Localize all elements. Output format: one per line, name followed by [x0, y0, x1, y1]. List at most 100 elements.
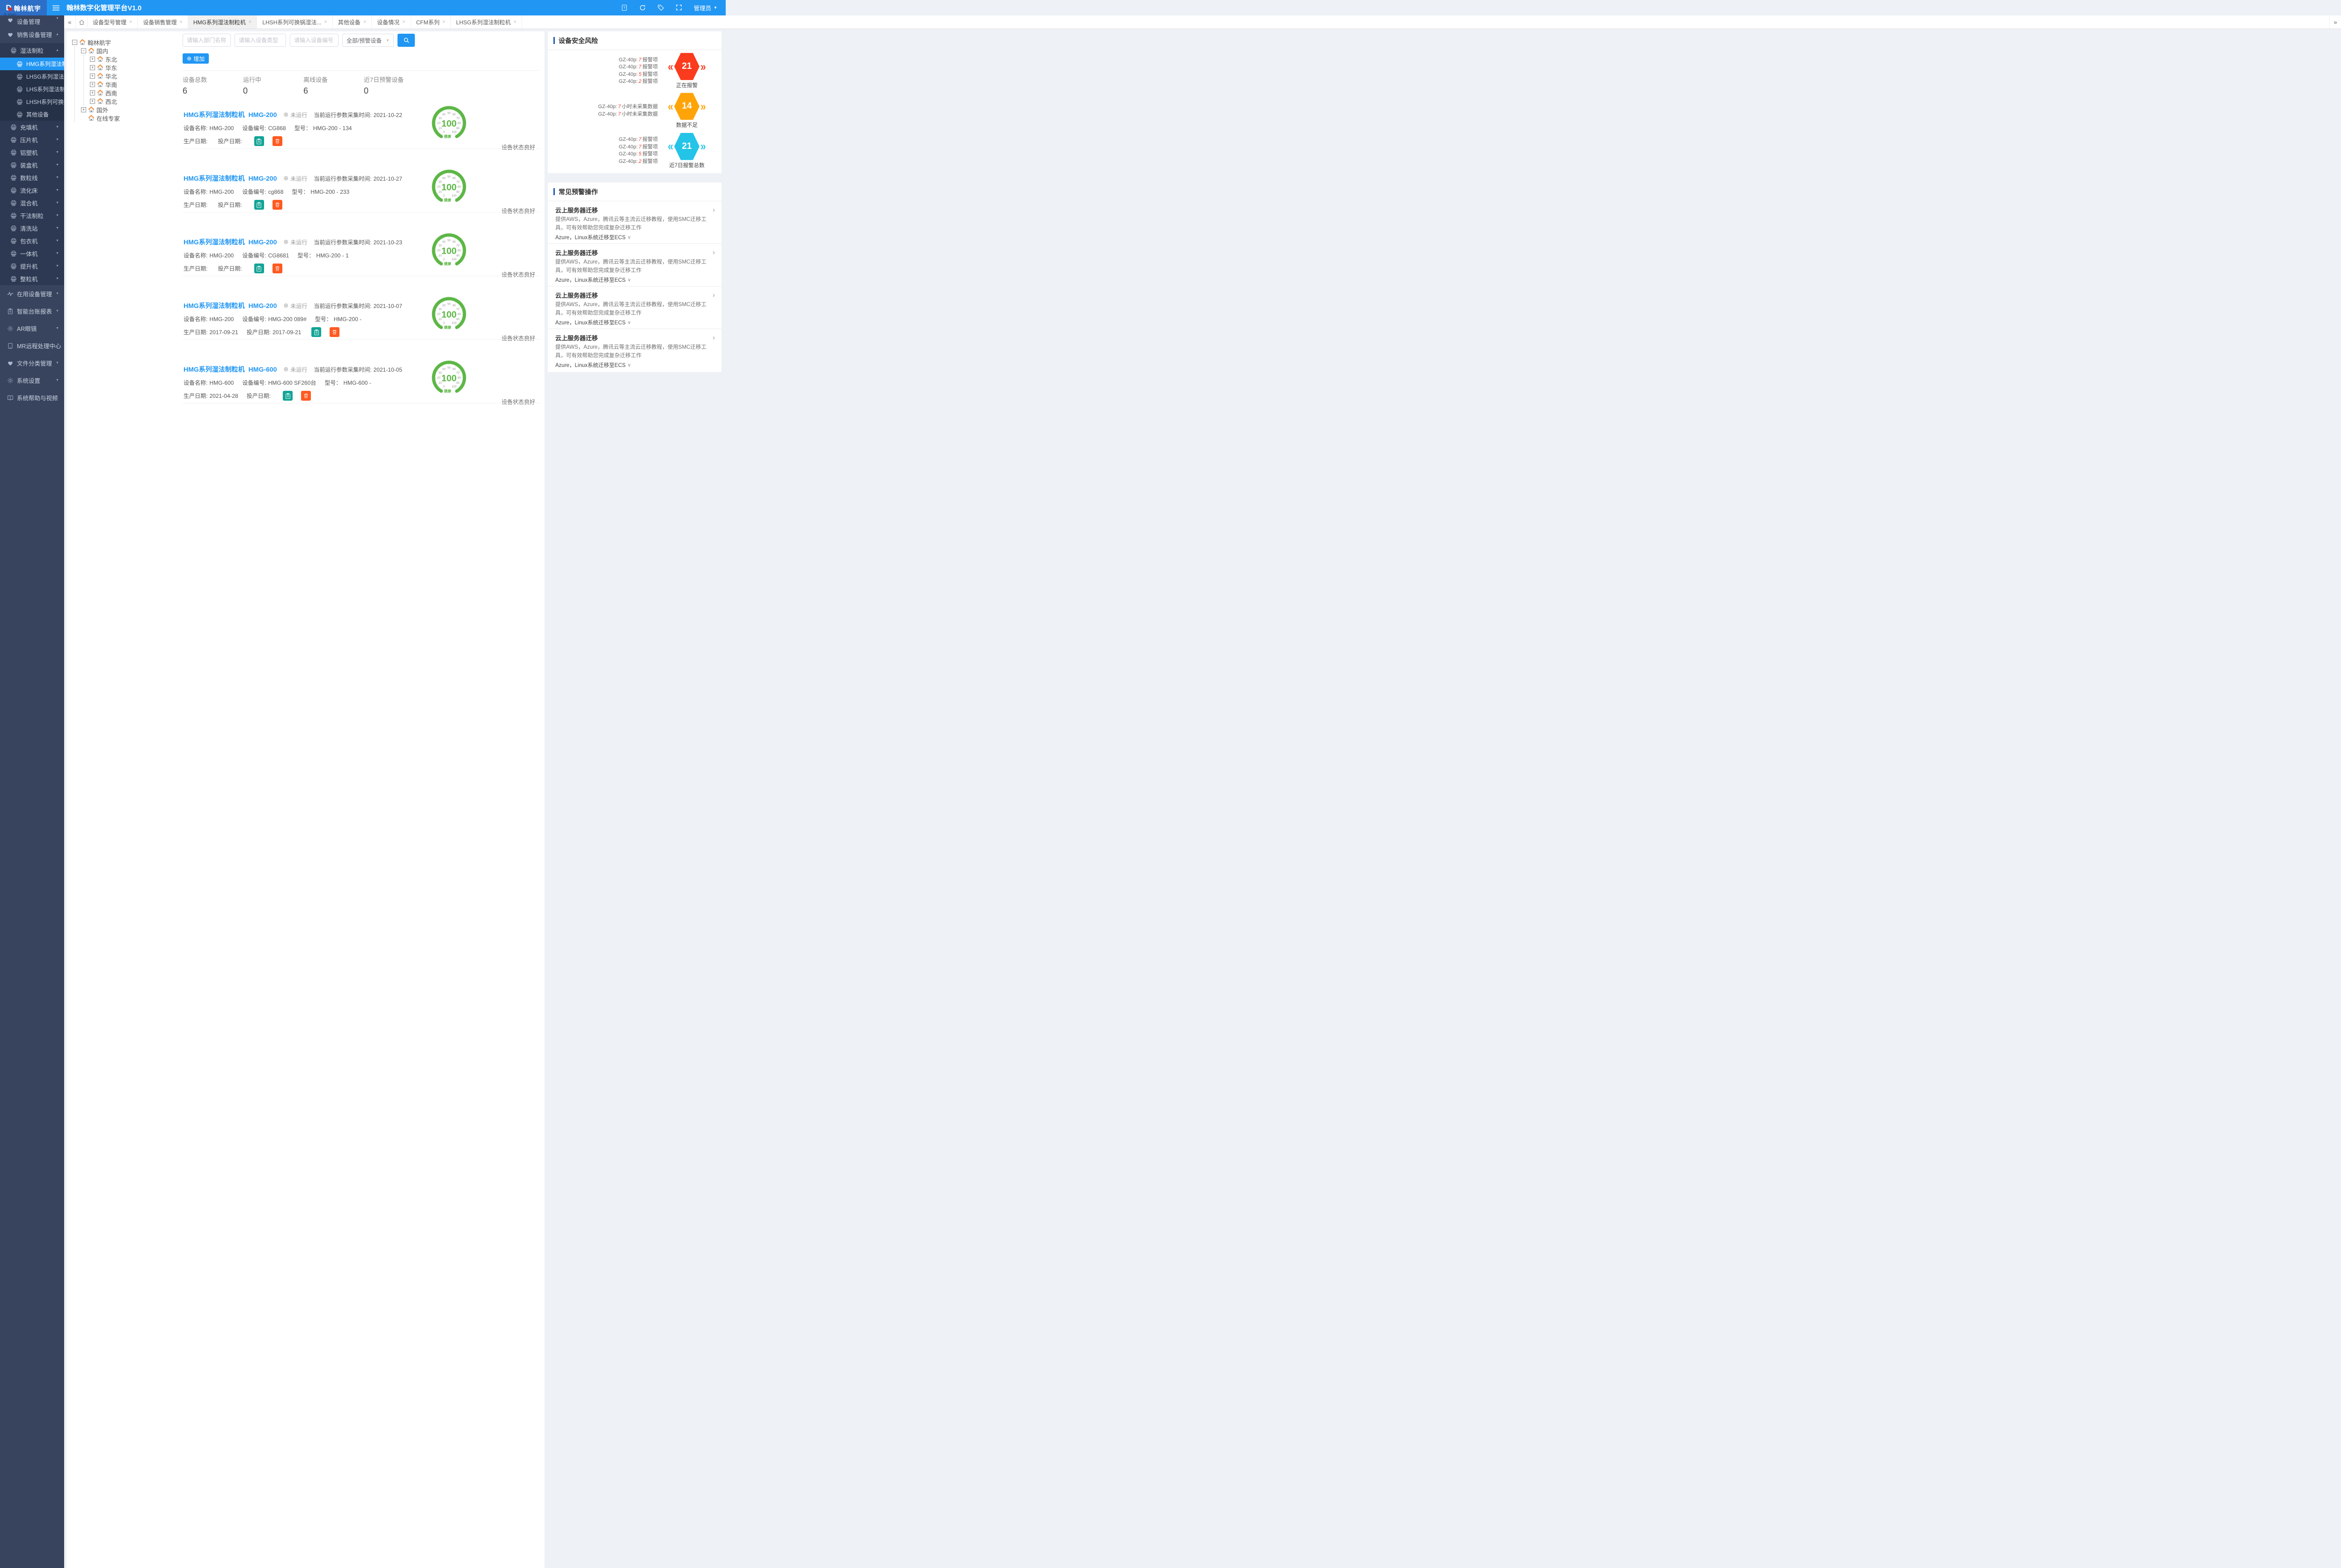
sidebar-item-25[interactable]: 文件分类管理 ▼: [0, 354, 64, 372]
close-tab-icon[interactable]: ×: [513, 19, 517, 25]
tab-7[interactable]: LHSG系列湿法制粒机 ×: [451, 15, 523, 29]
tree-item-label[interactable]: 国外: [96, 107, 109, 114]
tab-4[interactable]: 其他设备 ×: [333, 15, 372, 29]
expand-toggle-icon[interactable]: +: [90, 56, 95, 62]
sidebar-item-6[interactable]: LHSH系列可换锅...: [0, 95, 64, 108]
tree-item-label[interactable]: 西北: [105, 98, 118, 105]
sidebar-item-18[interactable]: 一体机 ▼: [0, 247, 64, 260]
sidebar-item-13[interactable]: 流化床 ▼: [0, 184, 64, 197]
ops-card-link[interactable]: Azure，Linux系统迁移至ECS ∨: [555, 276, 715, 284]
sidebar-item-0[interactable]: 设备管理 ▼: [0, 15, 64, 26]
expand-toggle-icon[interactable]: +: [90, 81, 95, 87]
sidebar-item-20[interactable]: 整粒机 ▼: [0, 272, 64, 285]
add-device-button[interactable]: ⊕ 增加: [183, 53, 209, 64]
sidebar-item-10[interactable]: 铝塑机 ▼: [0, 146, 64, 159]
close-tab-icon[interactable]: ×: [402, 19, 405, 25]
fullscreen-icon[interactable]: [676, 4, 683, 12]
chevron-right-icon[interactable]: ›: [713, 291, 715, 299]
sidebar-item-23[interactable]: AR眼镜 ▼: [0, 320, 64, 337]
device-link[interactable]: HMG系列湿法制粒机 HMG-200: [184, 301, 277, 310]
sidebar-item-3[interactable]: HMG系列湿法制粒机: [0, 58, 64, 70]
tab-2[interactable]: HMG系列湿法制粒机 ×: [188, 15, 258, 29]
sidebar-item-5[interactable]: LHS系列湿法制粒机: [0, 83, 64, 95]
ops-card-link[interactable]: Azure，Linux系统迁移至ECS ∨: [555, 319, 715, 326]
sidebar-item-26[interactable]: 系统设置 ▼: [0, 372, 64, 389]
collapse-toggle-icon[interactable]: −: [72, 39, 77, 45]
expand-toggle-icon[interactable]: +: [90, 90, 95, 95]
chevron-right-icon[interactable]: ›: [713, 334, 715, 342]
report-button[interactable]: [283, 391, 293, 401]
sidebar-item-27[interactable]: 系统帮助与视频: [0, 389, 64, 406]
device-code-input[interactable]: [290, 34, 339, 47]
home-tab-icon[interactable]: [76, 15, 88, 29]
sidebar-item-12[interactable]: 数粒线 ▼: [0, 171, 64, 184]
collapse-toggle-icon[interactable]: −: [81, 48, 86, 53]
chevron-right-icon[interactable]: ›: [713, 249, 715, 256]
expand-toggle-icon[interactable]: +: [90, 65, 95, 70]
sidebar-item-1[interactable]: 销售设备管理 ▲: [0, 26, 64, 43]
tabs-scroll-right-icon[interactable]: »: [2329, 15, 2341, 29]
sidebar-item-8[interactable]: 充填机 ▼: [0, 121, 64, 133]
delete-button[interactable]: [272, 136, 282, 146]
sidebar-item-22[interactable]: 智能台账报表 ▼: [0, 302, 64, 320]
delete-button[interactable]: [272, 264, 282, 273]
report-button[interactable]: [254, 200, 264, 210]
close-tab-icon[interactable]: ×: [324, 19, 327, 25]
tree-item-label[interactable]: 华东: [105, 65, 118, 72]
sidebar-item-14[interactable]: 混合机 ▼: [0, 197, 64, 209]
dept-name-input[interactable]: [183, 34, 231, 47]
sidebar-item-17[interactable]: 包衣机 ▼: [0, 234, 64, 247]
tab-5[interactable]: 设备情况 ×: [372, 15, 411, 29]
warning-filter-select[interactable]: 全部/预警设备 ▼: [342, 34, 394, 47]
device-link[interactable]: HMG系列湿法制粒机 HMG-200: [184, 237, 277, 247]
close-tab-icon[interactable]: ×: [248, 19, 252, 25]
tabs-scroll-left-icon[interactable]: «: [64, 15, 76, 29]
report-button[interactable]: [311, 327, 322, 337]
sidebar-item-2[interactable]: 湿法制粒 ▲: [0, 43, 64, 58]
search-button[interactable]: [398, 34, 415, 47]
tab-1[interactable]: 设备销售管理 ×: [138, 15, 188, 29]
ops-card-title[interactable]: 云上服务器迁移: [555, 335, 598, 342]
tab-0[interactable]: 设备型号管理 ×: [88, 15, 138, 29]
sidebar-item-15[interactable]: 干法制粒 ▼: [0, 209, 64, 222]
sidebar-item-9[interactable]: 压片机 ▼: [0, 133, 64, 146]
close-tab-icon[interactable]: ×: [129, 19, 133, 25]
tree-item-label[interactable]: 国内: [96, 48, 109, 55]
report-button[interactable]: [254, 136, 264, 146]
tree-item-label[interactable]: 东北: [105, 56, 118, 63]
sidebar-item-19[interactable]: 提升机 ▼: [0, 260, 64, 272]
sidebar-item-11[interactable]: 装盒机 ▼: [0, 159, 64, 171]
expand-toggle-icon[interactable]: +: [81, 107, 86, 112]
delete-button[interactable]: [272, 200, 282, 210]
expand-toggle-icon[interactable]: +: [90, 98, 95, 104]
close-tab-icon[interactable]: ×: [363, 19, 367, 25]
close-tab-icon[interactable]: ×: [179, 19, 183, 25]
tab-6[interactable]: CFM系列 ×: [411, 15, 451, 29]
sidebar-item-7[interactable]: 其他设备: [0, 108, 64, 121]
tree-item-label[interactable]: 华南: [105, 81, 118, 88]
sidebar-item-21[interactable]: 在用设备管理 ▼: [0, 285, 64, 302]
ops-card-title[interactable]: 云上服务器迁移: [555, 207, 598, 214]
report-button[interactable]: [254, 264, 264, 273]
refresh-icon[interactable]: [639, 4, 647, 12]
chevron-right-icon[interactable]: ›: [713, 206, 715, 214]
delete-button[interactable]: [301, 391, 311, 401]
tree-item-label[interactable]: 翰林航宇: [88, 39, 111, 46]
tree-item-label[interactable]: 在线专家: [96, 115, 120, 122]
expand-toggle-icon[interactable]: +: [90, 73, 95, 79]
ops-card-title[interactable]: 云上服务器迁移: [555, 249, 598, 256]
tag-icon[interactable]: [657, 4, 665, 12]
ops-card-title[interactable]: 云上服务器迁移: [555, 292, 598, 299]
delete-button[interactable]: [330, 327, 340, 337]
tab-3[interactable]: LHSH系列可换锅湿法... ×: [257, 15, 333, 29]
device-link[interactable]: HMG系列湿法制粒机 HMG-600: [184, 365, 277, 374]
device-link[interactable]: HMG系列湿法制粒机 HMG-200: [184, 174, 277, 183]
sidebar-item-24[interactable]: MR远程处理中心: [0, 337, 64, 354]
sidebar-item-4[interactable]: LHSG系列湿法制...: [0, 70, 64, 83]
collapse-menu-icon[interactable]: [49, 0, 63, 15]
tree-item-label[interactable]: 华北: [105, 73, 118, 80]
device-link[interactable]: HMG系列湿法制粒机 HMG-200: [184, 110, 277, 119]
close-tab-icon[interactable]: ×: [442, 19, 446, 25]
sidebar-item-16[interactable]: 清洗站 ▼: [0, 222, 64, 234]
device-type-input[interactable]: [235, 34, 286, 47]
